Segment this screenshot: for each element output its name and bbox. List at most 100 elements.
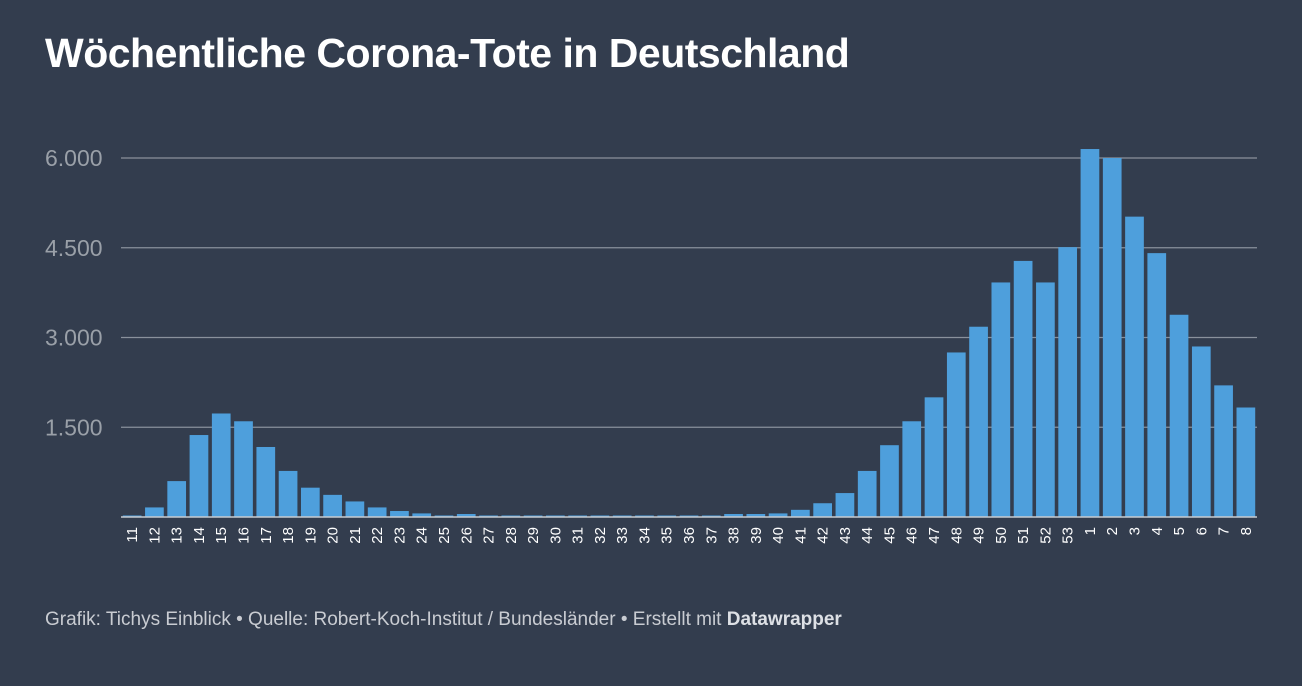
x-tick-label: 38 (726, 527, 743, 544)
chart-title: Wöchentliche Corona-Tote in Deutschland (45, 30, 850, 76)
x-tick-label: 40 (770, 527, 787, 544)
x-tick-label: 8 (1238, 527, 1255, 535)
x-tick-label: 22 (369, 527, 386, 544)
bar (345, 501, 365, 517)
bar (456, 514, 476, 517)
x-tick-label: 24 (414, 527, 431, 544)
x-tick-label: 35 (659, 527, 676, 544)
x-tick-label: 2 (1104, 527, 1121, 535)
x-tick-label: 16 (236, 527, 253, 544)
bar (969, 326, 988, 517)
x-tick-label: 28 (503, 527, 520, 544)
bar (746, 514, 766, 517)
x-tick-label: 36 (681, 527, 698, 544)
x-tick-label: 3 (1126, 527, 1143, 535)
x-tick-label: 46 (904, 527, 921, 544)
x-tick-label: 48 (948, 527, 965, 544)
bar (1036, 282, 1055, 517)
x-tick-label: 50 (993, 527, 1010, 544)
y-tick-label: 6.000 (45, 145, 103, 171)
x-tick-label: 19 (302, 527, 319, 544)
bar (323, 494, 342, 517)
bar (234, 421, 253, 517)
x-tick-label: 18 (280, 527, 297, 544)
x-tick-label: 32 (592, 527, 609, 544)
x-tick-label: 45 (881, 527, 898, 544)
x-tick-label: 51 (1015, 527, 1032, 544)
x-tick-label: 29 (525, 527, 542, 544)
x-tick-label: 20 (325, 527, 342, 544)
bar (813, 503, 833, 517)
bar (1169, 314, 1189, 517)
bar (390, 511, 409, 517)
bar (1013, 260, 1033, 517)
x-tick-label: 33 (614, 527, 631, 544)
x-tick-label: 23 (391, 527, 408, 544)
x-tick-label: 1 (1082, 527, 1099, 535)
footer-source: Grafik: Tichys Einblick • Quelle: Robert… (45, 609, 727, 630)
bar (167, 481, 187, 517)
bar (367, 507, 387, 517)
bar (902, 421, 922, 517)
bar (857, 470, 877, 517)
x-tick-label: 13 (169, 527, 186, 544)
x-tick-label: 21 (347, 527, 364, 544)
x-tick-label: 4 (1149, 527, 1166, 535)
bar (880, 445, 899, 517)
x-tick-label: 42 (815, 527, 832, 544)
bar (991, 282, 1011, 517)
bar (145, 507, 164, 517)
bar (1214, 385, 1233, 517)
y-tick-label: 4.500 (45, 235, 103, 261)
x-tick-label: 14 (191, 527, 208, 544)
bar (835, 493, 855, 517)
bar (1236, 407, 1256, 517)
bar (256, 446, 276, 517)
x-tick-label: 5 (1171, 527, 1188, 535)
bar (791, 509, 810, 517)
x-tick-label: 7 (1216, 527, 1233, 535)
bar (211, 413, 231, 517)
y-tick-label: 1.500 (45, 414, 103, 440)
bar (924, 397, 944, 517)
x-tick-label: 6 (1193, 527, 1210, 535)
x-tick-label: 17 (258, 527, 275, 544)
bar (1080, 149, 1100, 517)
x-tick-label: 41 (792, 527, 809, 544)
bars (122, 149, 1256, 518)
bar (724, 514, 743, 517)
x-axis-ticks: 11 12 13 14 15 16 17 18 19 20 21 22 23 24 25 26 27 28 29 30… (124, 527, 1255, 544)
bar (1147, 253, 1167, 517)
bar (1102, 158, 1122, 517)
x-tick-label: 12 (146, 527, 163, 544)
x-tick-label: 52 (1037, 527, 1054, 544)
bar (768, 513, 788, 517)
bar (1125, 216, 1144, 518)
x-tick-label: 53 (1060, 527, 1077, 544)
bar (278, 470, 298, 517)
bar (1191, 346, 1211, 517)
x-tick-label: 43 (837, 527, 854, 544)
x-tick-label: 39 (748, 527, 765, 544)
bar (412, 513, 432, 517)
x-tick-label: 31 (570, 527, 587, 544)
x-tick-label: 47 (926, 527, 943, 544)
bar (300, 487, 320, 517)
x-tick-label: 44 (859, 527, 876, 544)
y-tick-label: 3.000 (45, 325, 103, 351)
x-tick-label: 37 (703, 527, 720, 544)
footer: Grafik: Tichys Einblick • Quelle: Robert… (45, 609, 842, 631)
x-tick-label: 11 (124, 527, 141, 543)
y-axis-ticks: 1.500 3.000 4.500 6.000 (45, 145, 103, 440)
bar (946, 352, 966, 517)
x-tick-label: 30 (547, 527, 564, 544)
x-tick-label: 26 (458, 527, 475, 544)
x-tick-label: 34 (636, 527, 653, 544)
x-tick-label: 15 (213, 527, 230, 544)
x-tick-label: 27 (481, 527, 498, 544)
bar (189, 435, 209, 517)
footer-brand-link[interactable]: Datawrapper (726, 609, 842, 630)
x-tick-label: 49 (971, 527, 988, 544)
bar (1058, 247, 1078, 517)
